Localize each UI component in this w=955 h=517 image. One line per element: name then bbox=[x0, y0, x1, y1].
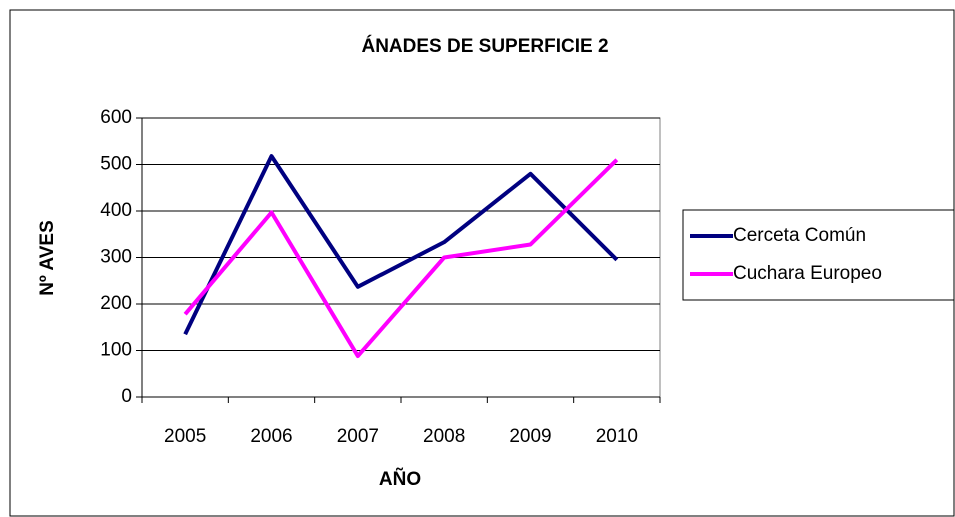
x-tick-label: 2008 bbox=[423, 426, 465, 447]
chart-title: ÁNADES DE SUPERFICIE 2 bbox=[361, 35, 608, 57]
y-tick-label: 0 bbox=[121, 386, 132, 407]
y-tick-label: 600 bbox=[100, 107, 132, 128]
y-tick-label: 500 bbox=[100, 154, 132, 175]
y-tick-label: 100 bbox=[100, 340, 132, 361]
y-axis-label: Nº AVES bbox=[37, 220, 58, 296]
series-line bbox=[183, 154, 619, 336]
x-tick-label: 2010 bbox=[596, 426, 638, 447]
legend-label: Cuchara Europeo bbox=[733, 263, 882, 284]
x-tick-label: 2007 bbox=[337, 426, 379, 447]
y-tick-label: 200 bbox=[100, 293, 132, 314]
x-tick-label: 2005 bbox=[164, 426, 206, 447]
x-axis-label: AÑO bbox=[379, 468, 421, 490]
y-tick-label: 300 bbox=[100, 247, 132, 268]
legend-box bbox=[682, 209, 955, 301]
x-tick-label: 2006 bbox=[250, 426, 292, 447]
series-line bbox=[183, 158, 619, 359]
y-tick-label: 400 bbox=[100, 200, 132, 221]
legend-label: Cerceta Común bbox=[733, 225, 866, 246]
x-tick-label: 2009 bbox=[509, 426, 551, 447]
